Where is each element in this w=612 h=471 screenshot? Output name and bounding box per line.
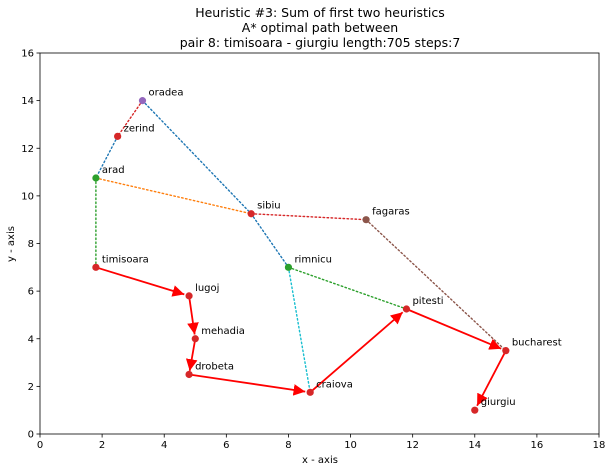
- x-tick-label: 8: [285, 440, 291, 451]
- edge-sibiu-rimnicu: [250, 213, 290, 269]
- node-oradea: [138, 97, 147, 105]
- x-tick-label: 4: [161, 440, 167, 451]
- node-label-zerind: zerind: [124, 123, 155, 134]
- node-zerind: [114, 132, 122, 140]
- graph-edges: [95, 99, 507, 394]
- y-tick-label: 2: [28, 382, 34, 393]
- node-label-sibiu: sibiu: [257, 201, 280, 212]
- x-tick-label: 18: [593, 440, 606, 451]
- node-label-arad: arad: [102, 165, 125, 176]
- y-tick-label: 8: [28, 239, 34, 250]
- x-tick-label: 14: [468, 440, 481, 451]
- node-arad: [92, 174, 100, 182]
- chart-title-line-3: pair 8: timisoara - giurgiu length:705 s…: [180, 35, 461, 50]
- path-arrow-craiova-pitesti: [309, 311, 404, 394]
- node-label-timisoara: timisoara: [102, 254, 149, 265]
- edge-oradea-zerind: [116, 99, 144, 138]
- node-label-drobeta: drobeta: [195, 361, 234, 372]
- optimal-path: [95, 266, 507, 407]
- path-arrow-mehadia-drobeta: [185, 338, 198, 372]
- node-label-giurgiu: giurgiu: [481, 397, 516, 408]
- node-timisoara: [92, 263, 100, 271]
- path-arrow-bucharest-giurgiu: [476, 350, 507, 407]
- y-tick-label: 10: [21, 191, 34, 202]
- node-label-pitesti: pitesti: [412, 296, 443, 307]
- edge-arad-sibiu: [95, 177, 252, 215]
- node-label-craiova: craiova: [316, 379, 353, 390]
- node-label-oradea: oradea: [148, 88, 183, 99]
- node-sibiu: [247, 210, 255, 218]
- node-bucharest: [502, 347, 510, 355]
- chart-title-line-2: A* optimal path between: [242, 20, 398, 35]
- node-pitesti: [402, 305, 411, 313]
- path-arrow-drobeta-craiova: [188, 373, 306, 396]
- node-label-fagaras: fagaras: [372, 207, 410, 218]
- x-tick-label: 10: [344, 440, 357, 451]
- x-tick-label: 16: [531, 440, 544, 451]
- edge-sibiu-fagaras: [250, 213, 367, 221]
- node-labels: oradea zerind arad sibiu fagaras timisoara rim…: [102, 88, 562, 409]
- y-tick-label: 6: [28, 287, 34, 298]
- plot-area: [40, 53, 599, 434]
- y-tick-label: 12: [21, 144, 34, 155]
- y-axis-ticks: 0 2 4 6 8 10 12 14 16: [21, 49, 40, 441]
- x-tick-label: 12: [406, 440, 419, 451]
- path-arrow-lugoj-mehadia: [187, 295, 199, 335]
- edge-rimnicu-pitesti: [287, 266, 408, 310]
- y-axis-label: y - axis: [6, 226, 17, 262]
- node-label-mehadia: mehadia: [201, 326, 245, 337]
- node-label-bucharest: bucharest: [512, 338, 562, 349]
- x-axis-ticks: 0 2 4 6 8 10 12 14 16 18: [37, 434, 606, 451]
- y-tick-label: 16: [21, 49, 34, 60]
- node-craiova: [306, 388, 314, 396]
- node-mehadia: [191, 335, 199, 343]
- x-axis-label: x - axis: [302, 455, 338, 466]
- y-tick-label: 0: [28, 430, 34, 441]
- node-drobeta: [185, 370, 193, 379]
- node-label-rimnicu: rimnicu: [294, 254, 332, 265]
- node-fagaras: [362, 216, 370, 224]
- x-tick-label: 6: [223, 440, 229, 451]
- path-arrow-pitesti-bucharest: [406, 308, 502, 350]
- node-giurgiu: [471, 406, 479, 414]
- x-tick-label: 0: [37, 440, 43, 451]
- y-tick-label: 4: [28, 334, 34, 345]
- path-arrow-timisoara-lugoj: [95, 266, 185, 297]
- graph-nodes: [92, 97, 510, 414]
- y-tick-label: 14: [21, 96, 34, 107]
- edge-fagaras-bucharest: [365, 218, 507, 352]
- x-tick-label: 2: [99, 440, 105, 451]
- edge-zerind-arad: [95, 135, 119, 179]
- edge-oradea-sibiu: [141, 99, 252, 215]
- edge-rimnicu-craiova: [287, 266, 311, 394]
- node-label-lugoj: lugoj: [195, 283, 219, 294]
- node-lugoj: [185, 292, 193, 300]
- chart-title-line-1: Heuristic #3: Sum of first two heuristic…: [195, 5, 445, 20]
- node-rimnicu: [284, 263, 293, 271]
